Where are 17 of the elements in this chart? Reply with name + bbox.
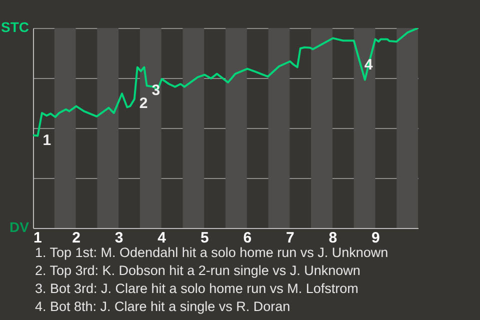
x-tick-label: 6 xyxy=(243,230,252,246)
x-tick-label: 2 xyxy=(72,230,80,246)
x-tick-label: 4 xyxy=(158,230,167,246)
annotation: 1 xyxy=(42,132,52,149)
text: 3. Bot 3rd: J. Clare hit a solo home run vs M. Lofstrom xyxy=(35,280,360,298)
text: 1. Top 1st: M. Odendahl hit a solo home run vs J. Unknown xyxy=(35,244,388,262)
x-tick-label: 3 xyxy=(114,230,124,246)
x-tick-label: 7 xyxy=(286,230,294,246)
text: DV xyxy=(10,219,30,235)
x-tick-label: 9 xyxy=(372,230,380,246)
x-tick-label: 5 xyxy=(200,230,209,246)
x-tick-label: 1 xyxy=(34,230,42,246)
text: 4. Bot 8th: J. Clare hit a single vs R. Doran xyxy=(35,298,292,316)
x-tick-label: 8 xyxy=(328,230,338,246)
text: 2. Top 3rd: K. Dobson hit a 2-run single vs J. Unknown xyxy=(35,262,362,280)
text: STC xyxy=(1,19,29,35)
annotation: 2 xyxy=(139,95,148,112)
